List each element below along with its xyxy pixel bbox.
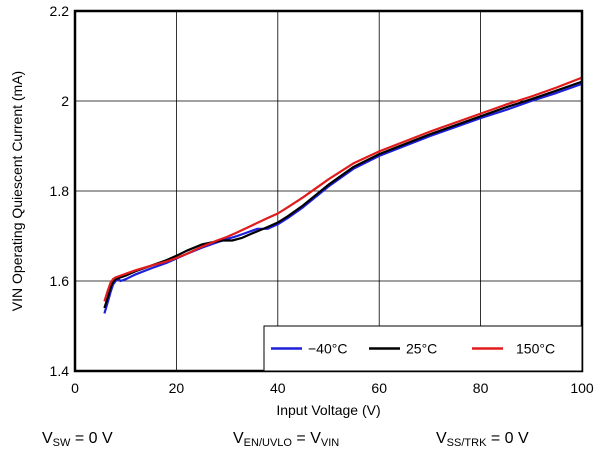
x-tick-label: 60 [371,380,387,396]
y-axis-title: VIN Operating Quiescent Current (mA) [9,71,25,311]
condition-ven-subscript: EN/UVLO [243,437,292,449]
x-tick-label: 100 [570,380,594,396]
condition-vss-symbol: V [436,430,447,447]
legend: −40°C 25°C 150°C [263,325,583,372]
x-tick-label: 40 [270,380,286,396]
series-line-minus40c [103,82,583,314]
series-line-25c [103,80,583,309]
legend-label-25c: 25°C [406,341,437,357]
x-tick-label: 0 [71,380,79,396]
condition-ven-uvlo: VEN/UVLO = VVIN [233,430,339,449]
condition-vsw-symbol: V [42,430,53,447]
condition-ven-value-subscript: VIN [320,437,340,449]
series-lines [103,76,583,314]
y-tick-label: 2.2 [50,3,70,19]
condition-vss-subscript: SS/TRK [446,437,487,449]
x-axis-title: Input Voltage (V) [276,402,380,418]
y-tick-label: 2 [61,93,69,109]
condition-vss-value: = 0 V [486,430,529,447]
condition-vsw-subscript: SW [52,437,71,449]
tick-labels: 0 20 40 60 80 100 1.4 1.6 1.8 2 2.2 [50,3,594,396]
condition-ven-symbol: V [233,430,244,447]
chart: 0 20 40 60 80 100 1.4 1.6 1.8 2 2.2 Input Voltage … [9,3,594,418]
y-tick-label: 1.4 [50,363,70,379]
x-tick-label: 20 [169,380,185,396]
legend-label-150c: 150°C [516,341,555,357]
condition-ven-value: = V [291,430,321,447]
condition-vsw: VSW = 0 V [42,430,113,449]
grid [75,11,582,371]
series-line-150c [103,76,583,302]
x-tick-label: 80 [473,380,489,396]
y-tick-label: 1.8 [50,183,70,199]
condition-vss-trk: VSS/TRK = 0 V [436,430,529,449]
legend-box [263,325,583,372]
legend-label-minus40c: −40°C [308,341,347,357]
y-tick-label: 1.6 [50,273,70,289]
condition-vsw-value: = 0 V [70,430,113,447]
